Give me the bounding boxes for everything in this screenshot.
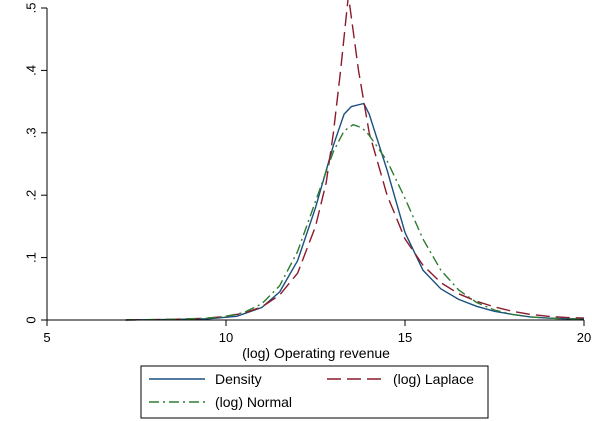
y-tick-label: .5 <box>24 3 39 14</box>
legend-label-2: (log) Normal <box>215 394 292 410</box>
y-axis: 0 .1 .2 .3 .4 .5 <box>24 3 48 324</box>
x-axis: 5 10 15 20 <box>43 319 591 345</box>
legend: Density (log) Laplace (log) Normal <box>140 365 489 419</box>
x-tick-label: 5 <box>43 330 50 345</box>
series-line-2 <box>125 123 585 321</box>
y-tick-label: .4 <box>24 65 39 76</box>
legend-label-0: Density <box>215 371 262 387</box>
x-tick-label: 15 <box>398 330 412 345</box>
series-line-0 <box>125 102 584 321</box>
x-tick-label: 20 <box>577 330 591 345</box>
x-tick-label: 10 <box>219 330 233 345</box>
legend-label-1: (log) Laplace <box>393 371 474 387</box>
plot-area <box>125 0 585 321</box>
series-line-1 <box>125 0 585 321</box>
y-tick-label: .3 <box>24 127 39 138</box>
y-tick-label: .2 <box>24 190 39 201</box>
y-tick-label: .1 <box>24 252 39 263</box>
y-tick-label: 0 <box>24 316 39 323</box>
x-axis-title: (log) Operating revenue <box>242 345 390 361</box>
legend-box <box>140 365 489 419</box>
